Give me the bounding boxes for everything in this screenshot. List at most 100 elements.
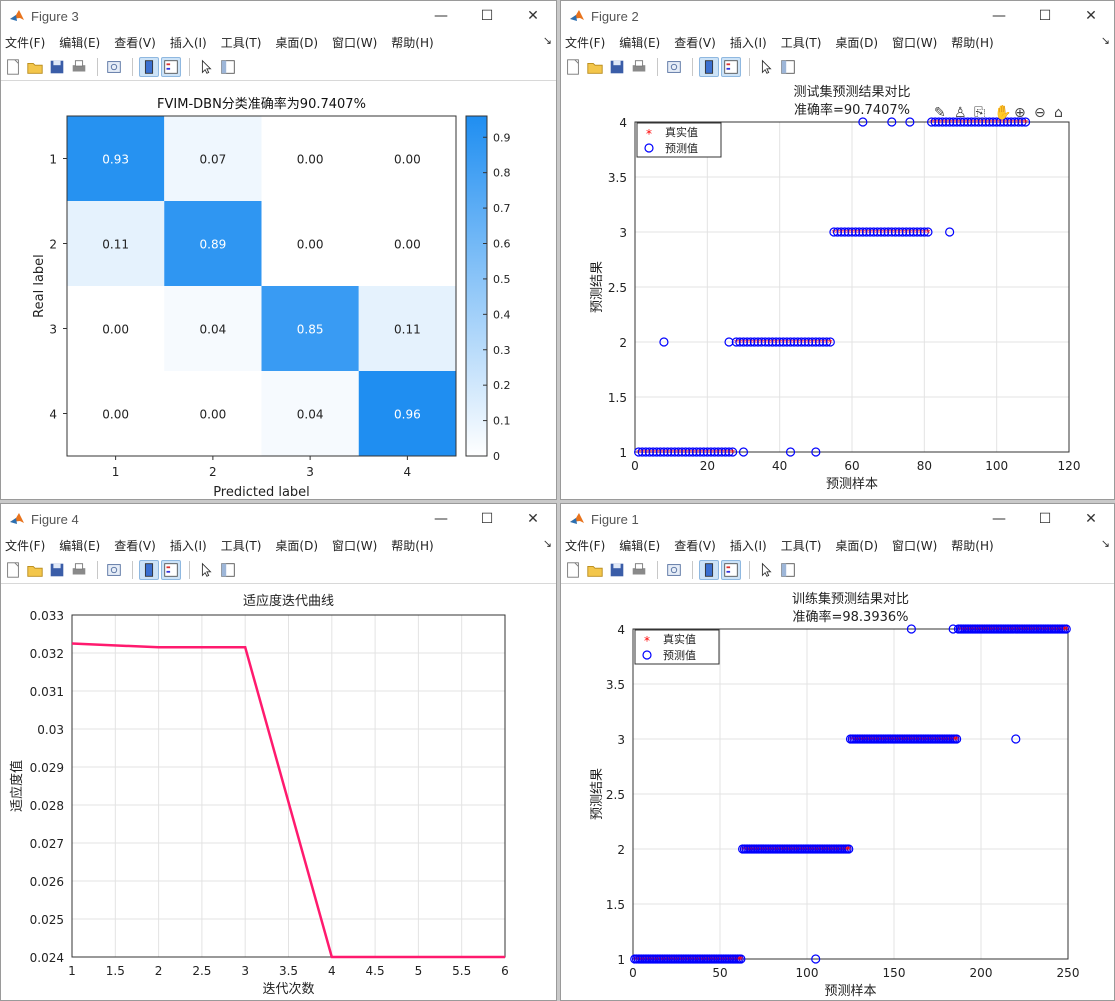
new-figure-icon[interactable]: [3, 560, 23, 580]
colorbar-icon[interactable]: [699, 56, 719, 77]
predicted-point: [785, 337, 796, 347]
property-editor-icon[interactable]: [218, 560, 238, 580]
menu-item[interactable]: 窗口(W): [332, 35, 378, 50]
colorbar-icon[interactable]: [139, 559, 159, 580]
menu-item[interactable]: 工具(T): [780, 35, 822, 50]
open-file-icon[interactable]: [25, 57, 45, 77]
maximize-button[interactable]: ☐: [480, 8, 494, 24]
plot-border: [66, 115, 457, 457]
close-button[interactable]: ✕: [527, 8, 539, 24]
menu-item[interactable]: 帮助(H): [391, 538, 434, 553]
minimize-button[interactable]: —: [992, 8, 1006, 24]
close-button[interactable]: ✕: [1085, 8, 1097, 24]
menu-item[interactable]: 窗口(W): [332, 538, 378, 553]
pointer-icon[interactable]: [196, 560, 216, 580]
menu-item[interactable]: 窗口(W): [892, 35, 938, 50]
close-button[interactable]: ✕: [527, 511, 539, 527]
menu-item[interactable]: 窗口(W): [892, 538, 938, 553]
link-plot-icon[interactable]: [104, 57, 124, 77]
menu-item[interactable]: 文件(F): [565, 35, 606, 50]
menu-item[interactable]: 桌面(D): [275, 35, 319, 50]
save-icon[interactable]: [607, 57, 627, 77]
zoom-in-icon[interactable]: ⊕: [1014, 105, 1026, 121]
save-icon[interactable]: [47, 57, 67, 77]
open-file-icon[interactable]: [585, 560, 605, 580]
menu-item[interactable]: 编辑(E): [619, 538, 661, 553]
dock-arrow-icon[interactable]: ↘: [542, 34, 552, 47]
menu-item[interactable]: 插入(I): [169, 35, 207, 50]
figure4-titlebar[interactable]: Figure 4 — ☐ ✕: [1, 504, 556, 534]
property-editor-icon[interactable]: [778, 560, 798, 580]
dock-arrow-icon[interactable]: ↘: [1100, 34, 1110, 47]
minimize-button[interactable]: —: [434, 511, 448, 527]
menu-item[interactable]: 查看(V): [674, 35, 716, 50]
menu-item[interactable]: 查看(V): [114, 538, 156, 553]
dock-arrow-icon[interactable]: ↘: [542, 537, 552, 550]
zoom-out-icon[interactable]: ⊖: [1034, 105, 1046, 121]
minimize-button[interactable]: —: [992, 511, 1006, 527]
maximize-button[interactable]: ☐: [480, 511, 494, 527]
predicted-point: [912, 227, 922, 237]
menu-item[interactable]: 帮助(H): [391, 35, 434, 50]
menu-item[interactable]: 查看(V): [114, 35, 156, 50]
open-file-icon[interactable]: [25, 560, 45, 580]
export-icon[interactable]: ⎘: [974, 105, 985, 121]
print-icon[interactable]: [629, 560, 649, 580]
brush-icon[interactable]: ✎: [934, 105, 946, 121]
save-icon[interactable]: [607, 560, 627, 580]
property-editor-icon[interactable]: [218, 57, 238, 77]
dock-arrow-icon[interactable]: ↘: [1100, 537, 1110, 550]
legend-icon[interactable]: [721, 559, 741, 580]
maximize-button[interactable]: ☐: [1038, 8, 1052, 24]
menu-item[interactable]: 桌面(D): [835, 35, 879, 50]
close-button[interactable]: ✕: [1085, 511, 1097, 527]
print-icon[interactable]: [629, 57, 649, 77]
legend-icon[interactable]: [721, 56, 741, 77]
pan-icon[interactable]: ✋: [994, 104, 1011, 121]
legend-icon[interactable]: [161, 559, 181, 580]
datatip-icon[interactable]: ♙: [954, 105, 967, 121]
menu-item[interactable]: 文件(F): [565, 538, 606, 553]
predicted-point: [1017, 117, 1027, 127]
menu-item[interactable]: 插入(I): [729, 35, 767, 50]
colorbar-icon[interactable]: [699, 559, 719, 580]
menu-item[interactable]: 编辑(E): [619, 35, 661, 50]
new-figure-icon[interactable]: [563, 560, 583, 580]
menu-item[interactable]: 插入(I): [169, 538, 207, 553]
pointer-icon[interactable]: [756, 57, 776, 77]
menu-item[interactable]: 文件(F): [5, 538, 46, 553]
maximize-button[interactable]: ☐: [1038, 511, 1052, 527]
legend-icon[interactable]: [161, 56, 181, 77]
menu-item[interactable]: 工具(T): [220, 538, 262, 553]
home-icon[interactable]: ⌂: [1054, 105, 1063, 121]
colorbar-icon[interactable]: [139, 56, 159, 77]
menu-item[interactable]: 查看(V): [674, 538, 716, 553]
menu-item[interactable]: 编辑(E): [59, 35, 101, 50]
new-figure-icon[interactable]: [563, 57, 583, 77]
new-figure-icon[interactable]: [3, 57, 23, 77]
menu-item[interactable]: 帮助(H): [951, 538, 994, 553]
link-plot-icon[interactable]: [664, 560, 684, 580]
figure1-titlebar[interactable]: Figure 1 — ☐ ✕: [561, 504, 1114, 534]
print-icon[interactable]: [69, 560, 89, 580]
menu-item[interactable]: 帮助(H): [951, 35, 994, 50]
save-icon[interactable]: [47, 560, 67, 580]
print-icon[interactable]: [69, 57, 89, 77]
minimize-button[interactable]: —: [434, 8, 448, 24]
link-plot-icon[interactable]: [664, 57, 684, 77]
menu-item[interactable]: 文件(F): [5, 35, 46, 50]
figure2-titlebar[interactable]: Figure 2 — ☐ ✕: [561, 1, 1114, 31]
property-editor-icon[interactable]: [778, 57, 798, 77]
pointer-icon[interactable]: [196, 57, 216, 77]
menu-item[interactable]: 桌面(D): [835, 538, 879, 553]
pointer-icon[interactable]: [756, 560, 776, 580]
link-plot-icon[interactable]: [104, 560, 124, 580]
menu-item[interactable]: 桌面(D): [275, 538, 319, 553]
menu-item[interactable]: 编辑(E): [59, 538, 101, 553]
open-file-icon[interactable]: [585, 57, 605, 77]
colorbar-tick-label: 0.3: [493, 344, 511, 357]
menu-item[interactable]: 插入(I): [729, 538, 767, 553]
figure3-titlebar[interactable]: Figure 3 — ☐ ✕: [1, 1, 556, 31]
menu-item[interactable]: 工具(T): [780, 538, 822, 553]
menu-item[interactable]: 工具(T): [220, 35, 262, 50]
